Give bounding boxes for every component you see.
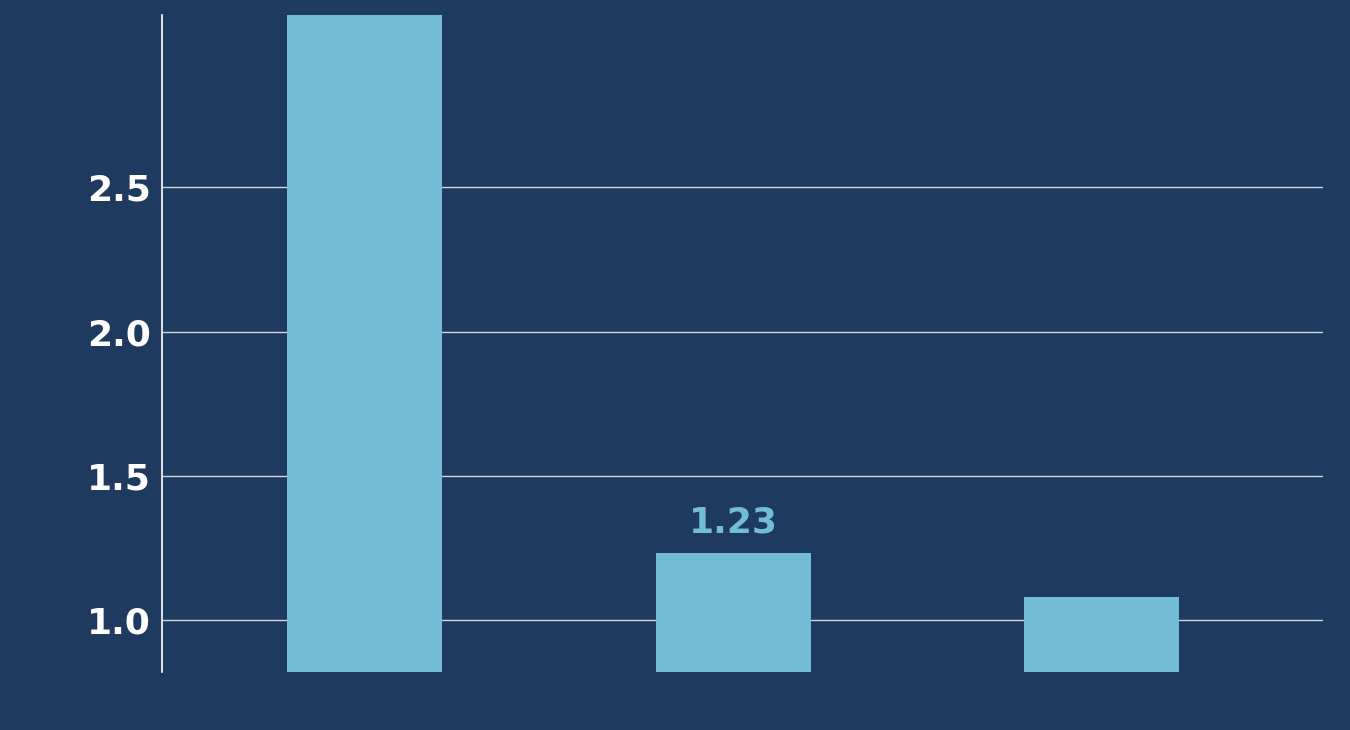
Bar xyxy=(288,0,441,730)
Text: 1.23: 1.23 xyxy=(688,505,778,539)
Bar xyxy=(656,553,811,730)
Bar xyxy=(1025,596,1180,730)
